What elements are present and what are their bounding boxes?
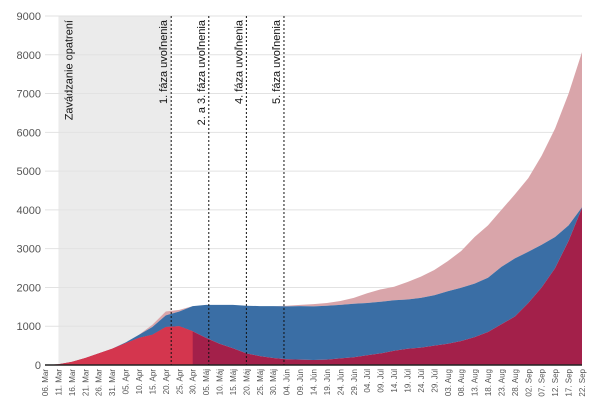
x-tick-label: 04. Jún	[283, 369, 292, 395]
x-tick-label: 28. Aug	[511, 369, 520, 396]
x-tick-label: 07. Sep	[538, 368, 547, 396]
x-tick-label: 24. Júl	[417, 369, 426, 393]
x-tick-label: 30. Apr	[189, 369, 198, 395]
x-tick-label: 29. Júl	[430, 369, 439, 393]
x-tick-label: 09. Jún	[296, 369, 305, 395]
x-tick-label: 13. Aug	[471, 369, 480, 396]
x-axis-ticks: 06. Mar 11. Mar 16. Mar 21. Mar 26. Mar 31. M…	[41, 368, 587, 396]
y-tick-label: 0	[35, 360, 41, 372]
x-tick-label: 31. Mar	[108, 369, 117, 396]
x-tick-label: 10. Apr	[135, 369, 144, 395]
phase-label: 2. a 3. fáza uvoľnenia	[196, 19, 208, 125]
x-tick-label: 10. Máj	[216, 369, 225, 395]
x-tick-label: 16. Mar	[68, 369, 77, 396]
x-tick-label: 20. Máj	[242, 369, 251, 395]
phase-lines: 1. fáza uvoľnenia 2. a 3. fáza uvoľnenia 4…	[158, 16, 285, 365]
x-tick-label: 25. Máj	[256, 369, 265, 395]
x-tick-label: 25. Apr	[175, 369, 184, 395]
x-tick-label: 19. Jún	[323, 369, 332, 395]
x-tick-label: 19. Júl	[403, 369, 412, 393]
x-tick-label: 12. Sep	[551, 368, 560, 396]
y-tick-label: 6000	[17, 127, 41, 139]
y-tick-label: 1000	[17, 321, 41, 333]
x-tick-label: 14. Júl	[390, 369, 399, 393]
x-tick-label: 24. Jún	[336, 369, 345, 395]
x-tick-label: 23. Aug	[497, 369, 506, 396]
x-tick-label: 29. Jún	[350, 369, 359, 395]
x-tick-label: 15. Máj	[229, 369, 238, 395]
shaded-period-label: Zavádzanie opatrení	[63, 20, 75, 120]
phase-label: 4. fáza uvoľnenia	[233, 19, 245, 104]
x-tick-label: 03. Aug	[444, 369, 453, 396]
x-tick-label: 14. Jún	[310, 369, 319, 395]
y-tick-label: 8000	[17, 50, 41, 62]
x-tick-label: 09. Júl	[377, 369, 386, 393]
y-axis-ticks: 0 1000 2000 3000 4000 5000 6000 7000 8000 9000	[17, 11, 41, 372]
x-tick-label: 30. Máj	[269, 369, 278, 395]
x-tick-label: 15. Apr	[148, 369, 157, 395]
x-tick-label: 21. Mar	[81, 369, 90, 396]
x-tick-label: 08. Aug	[457, 369, 466, 396]
phase-label: 1. fáza uvoľnenia	[158, 19, 170, 104]
y-tick-label: 4000	[17, 205, 41, 217]
y-tick-label: 7000	[17, 89, 41, 101]
x-tick-label: 20. Apr	[162, 369, 171, 395]
x-tick-label: 17. Sep	[565, 368, 574, 396]
x-tick-label: 05. Máj	[202, 369, 211, 395]
x-tick-label: 05. Apr	[122, 369, 131, 395]
y-tick-label: 5000	[17, 166, 41, 178]
area-series	[45, 52, 582, 366]
phase-label: 5. fáza uvoľnenia	[271, 19, 283, 104]
y-tick-label: 9000	[17, 11, 41, 23]
area-series-active-early	[45, 326, 193, 365]
y-tick-label: 2000	[17, 282, 41, 294]
area-series-deaths_other	[45, 52, 582, 365]
area-series-recovered	[45, 207, 582, 365]
x-tick-label: 06. Mar	[41, 369, 50, 396]
shaded-period-rect	[58, 16, 172, 365]
x-tick-label: 04. Júl	[363, 369, 372, 393]
area-series-active	[45, 207, 582, 365]
measures-shaded-period: Zavádzanie opatrení	[58, 16, 172, 365]
x-tick-label: 02. Sep	[524, 368, 533, 396]
x-tick-label: 22. Sep	[578, 368, 587, 396]
x-tick-label: 11. Mar	[54, 369, 63, 396]
y-tick-label: 3000	[17, 244, 41, 256]
x-tick-label: 18. Aug	[484, 369, 493, 396]
x-tick-label: 26. Mar	[95, 369, 104, 396]
